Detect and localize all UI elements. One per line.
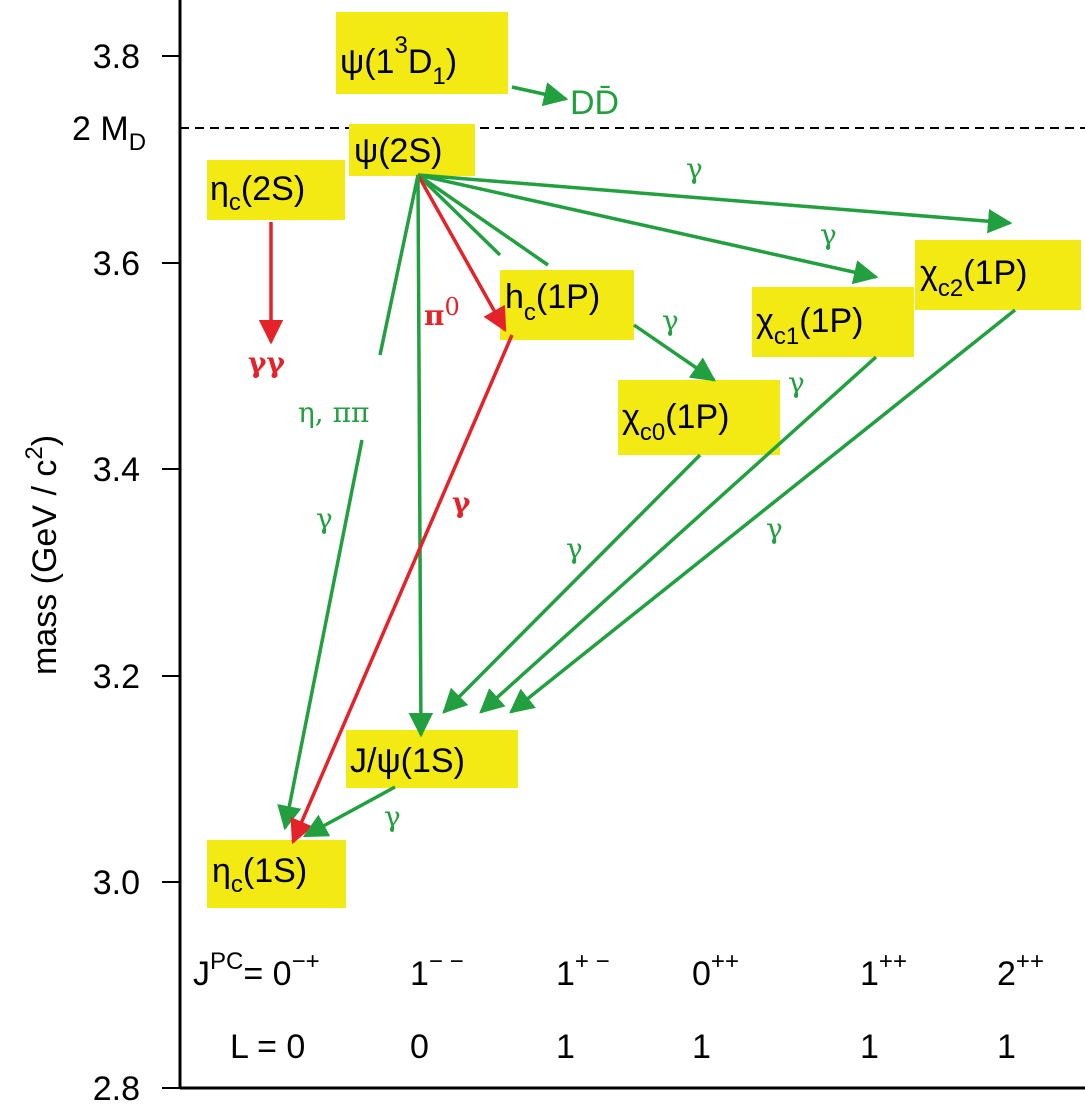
gamma-label: γ: [566, 532, 583, 565]
psi2s-to-hc-pi0-arrow: [416, 174, 507, 333]
l-value: 1: [692, 1028, 711, 1066]
gamma-red-label: γ: [452, 486, 471, 519]
etac1s-label: ηc(1S): [212, 852, 307, 898]
psi2s-label: ψ(2S): [354, 132, 442, 170]
psi3770-box: [336, 12, 508, 94]
chic0-box: [618, 380, 780, 455]
state-boxes: [207, 12, 1081, 908]
psi2s-to-etac1s-gamma-arrow: [277, 439, 364, 831]
chic1-label: χc1(1P): [756, 302, 863, 350]
psi2s-to-jpsi-arrow: [408, 174, 434, 738]
chic1-box: [752, 287, 914, 357]
gamma-label: γ: [384, 800, 401, 833]
hc-label: hc(1P): [505, 278, 600, 326]
jpc-value: 1++: [860, 948, 907, 993]
gamma-label: γ: [662, 304, 679, 337]
l-value: 1: [997, 1028, 1016, 1066]
gamma-label: γ: [766, 512, 783, 545]
jpsi-label: J/ψ(1S): [350, 742, 465, 780]
tick-label: 3.6: [93, 245, 140, 283]
etac1s-box: [207, 840, 346, 908]
chic0-to-jpsi-arrow: [442, 453, 702, 714]
jpsi-to-etac1s-arrow: [302, 785, 396, 838]
jpc-value: 1+ −: [556, 948, 610, 993]
mass-ticks: [162, 55, 180, 1089]
l-value: 1: [556, 1028, 575, 1066]
chic2-box: [915, 240, 1081, 310]
psi3770-label: ψ(13D1): [340, 32, 457, 90]
chic1-to-jpsi-arrow: [479, 355, 878, 714]
chic2-label: χc2(1P): [920, 254, 1027, 302]
tick-label: 3.2: [93, 658, 140, 696]
tick-label: 2.8: [93, 1070, 140, 1108]
psi2s-box: [349, 124, 475, 176]
psi2s-to-chic1-arrow: [417, 173, 879, 285]
threshold-label: 2 MD: [72, 110, 146, 156]
gamma-label: γ: [316, 502, 333, 535]
gammagamma-label: γγ: [248, 346, 285, 379]
hc-to-etac1s-arrow: [290, 334, 514, 845]
l-prefix: L = 0: [230, 1028, 305, 1066]
gamma-label: γ: [686, 152, 703, 185]
jpsi-box: [346, 730, 518, 788]
hc-box: [500, 270, 634, 340]
mass-axis-title: mass (GeV / c2): [21, 435, 64, 675]
jpc-value: 0++: [692, 948, 739, 993]
hc-to-chic0-arrow: [633, 323, 717, 382]
l-value: 1: [860, 1028, 879, 1066]
psi2s-to-chic0-line: [416, 173, 502, 257]
jpc-value: 1− −: [410, 948, 464, 993]
psi2s-to-chic2-arrow: [417, 173, 1013, 234]
chic0-label: χc0(1P): [622, 398, 729, 446]
tick-label: 3.8: [93, 38, 140, 76]
transitions: [258, 82, 1017, 845]
l-value: 0: [410, 1028, 429, 1066]
tick-label: 3.0: [93, 864, 140, 902]
dd-label: DD̄: [570, 84, 619, 122]
tick-label: 3.4: [93, 451, 140, 489]
psi2s-to-hc-line: [417, 173, 549, 267]
psi2s-eta-pipi-line: [378, 174, 420, 356]
etac2s-box: [207, 160, 345, 220]
gamma-label: γ: [820, 218, 837, 251]
psi3770-to-dd-arrow: [511, 82, 569, 107]
jpc-value: 2++: [997, 948, 1044, 993]
quantum-numbers: JPC= 0−+ 1− − 1+ − 0++ 1++ 2++ L = 0 0 1…: [193, 948, 1044, 1066]
chic2-to-jpsi-arrow: [509, 308, 1017, 714]
pi0-label: π0: [424, 293, 460, 332]
mass-tick-labels: 3.8 3.6 3.4 3.2 3.0 2.8: [93, 38, 140, 1108]
eta-pipi-label: η, ππ: [298, 396, 369, 429]
gamma-label: γ: [788, 366, 805, 399]
etac2s-label: ηc(2S): [210, 170, 305, 216]
jpc-prefix: JPC= 0−+: [193, 948, 320, 993]
